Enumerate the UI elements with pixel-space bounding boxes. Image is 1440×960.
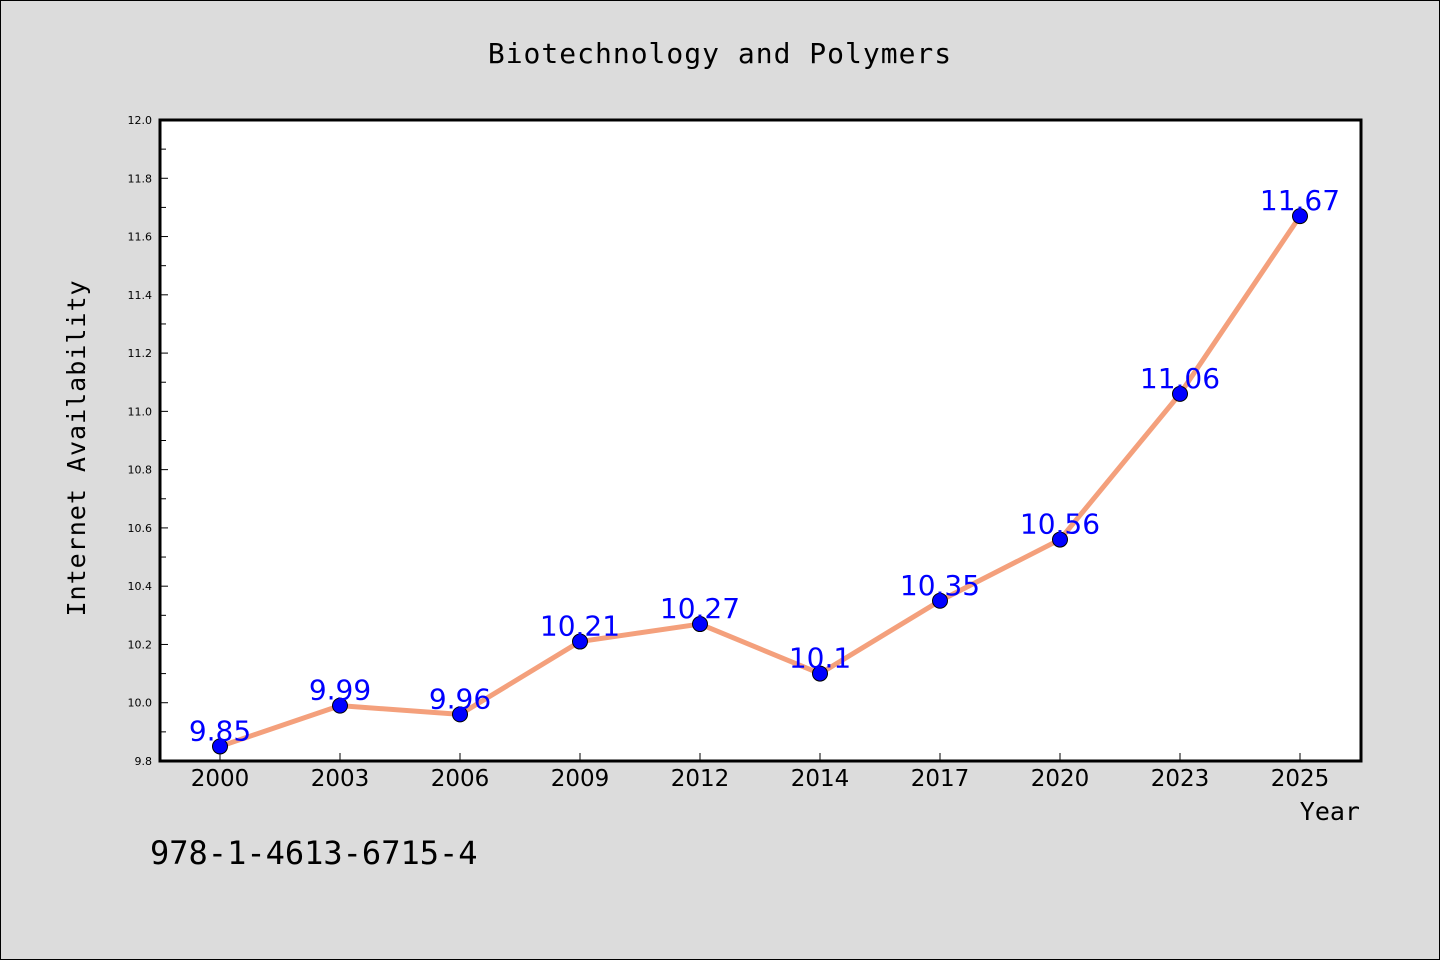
y-tick-label: 10.0 — [128, 697, 153, 710]
data-point — [812, 665, 828, 682]
y-tick-label: 10.6 — [128, 522, 153, 535]
data-point — [1052, 531, 1068, 548]
y-tick-label: 9.8 — [135, 755, 153, 768]
y-axis: 9.8 10.0 10.2 10.4 10.6 10.8 11.0 11.2 11.4 11.6 1… — [128, 114, 168, 768]
y-tick-label: 11.8 — [128, 172, 153, 185]
x-tick-label: 2012 — [671, 766, 730, 792]
data-point — [1172, 385, 1188, 402]
plot-area — [158, 118, 1363, 763]
x-tick-label: 2006 — [431, 766, 490, 792]
data-label: 10.35 — [900, 569, 980, 602]
x-axis-label: Year — [1300, 797, 1360, 826]
series-group: 9.85 9.99 9.96 10.21 10.27 10.1 10.35 10.56 11.0… — [189, 184, 1340, 755]
y-axis-label: Internet Availability — [62, 279, 91, 616]
x-tick-label: 2000 — [191, 766, 250, 792]
data-point — [1292, 208, 1308, 225]
x-tick-label: 2003 — [311, 766, 370, 792]
y-tick-label: 11.4 — [128, 289, 153, 302]
y-tick-label: 11.6 — [128, 231, 153, 244]
y-tick-label: 11.2 — [128, 347, 153, 360]
x-tick-label: 2009 — [551, 766, 610, 792]
data-label: 10.56 — [1020, 508, 1100, 541]
data-label: 10.21 — [540, 610, 620, 643]
y-tick-label: 10.4 — [128, 580, 153, 593]
series-line — [217, 213, 1303, 749]
isbn-text: 978-1-4613-6715-4 — [150, 834, 478, 872]
x-tick-label: 2025 — [1271, 766, 1330, 792]
data-label: 11.06 — [1140, 362, 1220, 395]
data-label: 11.67 — [1260, 184, 1340, 217]
x-tick-label: 2023 — [1151, 766, 1210, 792]
y-tick-label: 12.0 — [128, 114, 153, 127]
y-tick-label: 10.8 — [128, 464, 153, 477]
data-point — [212, 738, 228, 755]
data-label: 10.27 — [660, 592, 740, 625]
x-axis: 2000 2003 2006 2009 2012 2014 2017 2020 2023 2025 — [191, 753, 1330, 792]
chart-title: Biotechnology and Polymers — [488, 37, 952, 70]
data-label: 9.96 — [429, 682, 491, 715]
x-tick-label: 2014 — [791, 766, 850, 792]
y-tick-label: 10.2 — [128, 638, 153, 651]
x-tick-label: 2020 — [1031, 766, 1090, 792]
y-tick-label: 11.0 — [128, 405, 153, 418]
data-label: 9.99 — [309, 674, 371, 707]
x-tick-label: 2017 — [911, 766, 970, 792]
data-label: 9.85 — [189, 714, 251, 747]
data-point — [932, 592, 948, 609]
data-point — [452, 706, 468, 723]
data-label: 10.1 — [789, 642, 851, 675]
data-point — [572, 633, 588, 650]
data-point — [332, 697, 348, 714]
data-point — [692, 616, 708, 633]
